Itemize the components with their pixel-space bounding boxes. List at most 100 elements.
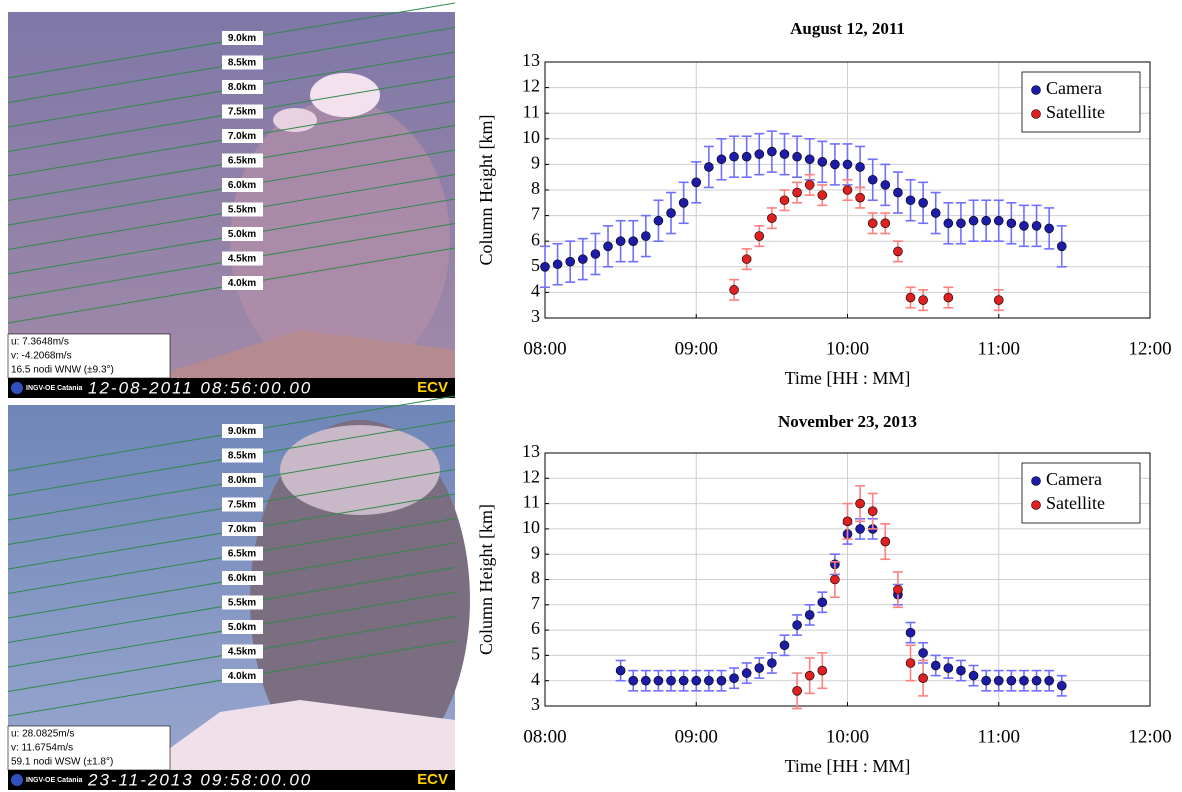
point [741, 668, 752, 678]
point [968, 215, 979, 226]
station-label: ECV [417, 771, 448, 788]
y-tick-label: 4 [531, 669, 540, 689]
point [767, 213, 777, 223]
plot-frame [544, 452, 1151, 707]
y-tick-label: 12 [522, 466, 540, 486]
point [943, 292, 954, 303]
point [653, 675, 664, 686]
y-tick-label: 8 [531, 178, 540, 198]
point [842, 185, 853, 195]
point [779, 195, 790, 206]
altitude-box [222, 448, 263, 463]
chart-title: August 12, 2011 [790, 19, 905, 38]
point [804, 670, 815, 681]
x-tick-label: 09:00 [675, 338, 718, 359]
y-tick-label: 11 [523, 101, 540, 121]
x-tick-label: 12:00 [1128, 338, 1171, 359]
altitude-box [222, 55, 263, 70]
altitude-label: 7.5km [228, 107, 256, 118]
timestamp: 12-08-2011 08:56:00.00 [88, 378, 312, 397]
y-tick-label: 5 [531, 644, 540, 664]
logo-text: INGV-OE Catania [26, 385, 83, 392]
point [981, 675, 991, 686]
point [1031, 675, 1042, 686]
point [918, 198, 928, 208]
info-text: 16.5 nodi WNW (±9.3°) [11, 365, 114, 376]
altitude-label: 8.0km [228, 475, 256, 486]
point [804, 610, 815, 620]
altitude-label: 6.5km [228, 549, 256, 560]
point [729, 285, 739, 295]
point [930, 660, 941, 671]
altitude-label: 8.0km [228, 82, 256, 93]
point [578, 254, 588, 264]
point [905, 195, 916, 206]
altitude-box [222, 595, 263, 610]
altitude-box [222, 104, 263, 119]
chart: November 23, 2013 3 4 5 6 7 8 9 10 11 12 13 08:00 09:… [476, 412, 1172, 776]
point [880, 218, 891, 229]
y-tick-label: 11 [523, 492, 540, 512]
point [880, 180, 891, 190]
point [943, 663, 954, 673]
y-tick-label: 8 [531, 568, 540, 588]
altitude-box [222, 31, 263, 45]
point [867, 506, 878, 516]
altitude-box [222, 497, 263, 512]
chart-title: November 23, 2013 [778, 412, 917, 431]
y-tick-label: 6 [531, 229, 540, 249]
point [1056, 241, 1067, 252]
point [1019, 221, 1029, 231]
altitude-label: 4.0km [228, 278, 256, 289]
point [792, 620, 802, 630]
x-axis-label: Time [HH : MM] [785, 756, 911, 776]
x-tick-label: 10:00 [826, 338, 869, 359]
point [993, 215, 1004, 226]
x-tick-label: 09:00 [675, 726, 718, 747]
point [792, 686, 802, 696]
y-tick-label: 10 [522, 127, 540, 147]
x-tick-label: 12:00 [1128, 726, 1171, 747]
point [540, 261, 550, 272]
y-tick-label: 3 [531, 306, 540, 326]
altitude-label: 6.5km [228, 156, 256, 167]
point [704, 162, 714, 172]
point [905, 658, 916, 668]
point [691, 675, 702, 686]
point [817, 597, 828, 608]
point [830, 159, 840, 170]
info-text: v: 11.6754m/s [11, 743, 73, 754]
point [893, 246, 903, 257]
point [981, 215, 991, 226]
point [767, 146, 777, 157]
point [918, 673, 928, 683]
point [779, 149, 790, 159]
info-box [7, 725, 171, 771]
point [792, 151, 802, 162]
point [956, 665, 966, 676]
logo-icon [11, 774, 23, 786]
point [918, 648, 928, 658]
point [590, 249, 601, 259]
info-box [7, 333, 171, 379]
point [1044, 675, 1054, 686]
altitude-label: 7.0km [228, 524, 256, 535]
info-text: u: 28.0825m/s [11, 729, 74, 740]
x-tick-label: 08:00 [523, 338, 566, 359]
info-text: u: 7.3648m/s [11, 337, 69, 348]
point [993, 295, 1004, 305]
altitude-box [222, 80, 263, 94]
altitude-box [222, 473, 263, 487]
y-tick-label: 12 [522, 76, 540, 96]
x-tick-label: 11:00 [977, 338, 1020, 359]
info-text: v: -4.2068m/s [11, 351, 72, 362]
point [893, 584, 903, 595]
altitude-label: 5.0km [228, 622, 256, 633]
altitude-box [222, 644, 263, 659]
station-label: ECV [417, 379, 448, 396]
altitude-box [222, 276, 263, 290]
x-axis-label: Time [HH : MM] [785, 368, 911, 388]
altitude-box [222, 424, 263, 438]
point [678, 675, 689, 686]
point [842, 516, 853, 527]
